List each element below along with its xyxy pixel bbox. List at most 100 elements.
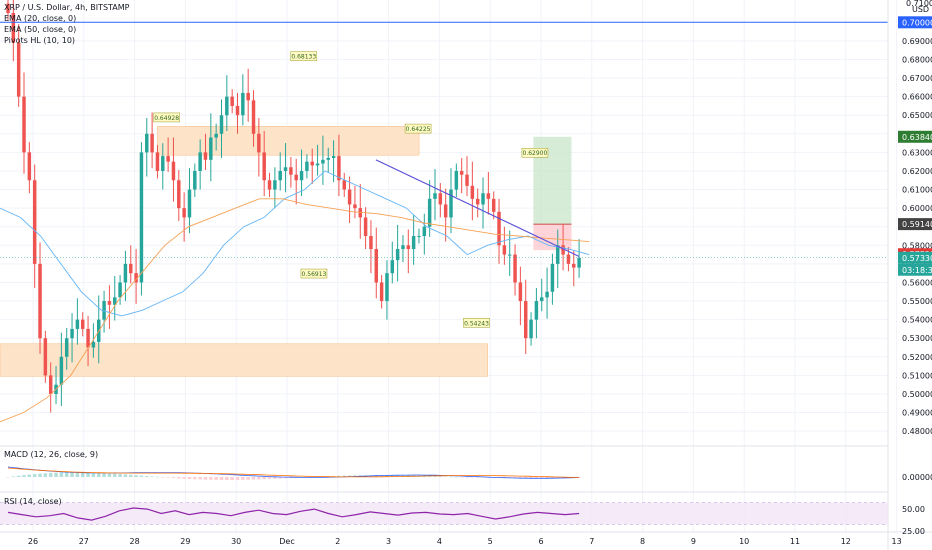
macd-histogram-bar [113,473,117,477]
macd-histogram-bar [145,476,149,477]
price-tick-label: 0.48000 [902,427,932,436]
price-tick-label: 0.58000 [902,241,932,250]
macd-histogram-bar [155,476,160,478]
candle-body [507,254,512,256]
candle-body [310,161,314,166]
price-tick-label: 0.63000 [902,148,932,157]
candle-body [203,152,208,160]
macd-histogram-bar [75,472,80,477]
price-tags: 0.700000.638400.591400.575200.5733003:18… [0,16,932,276]
candle-body [80,319,85,329]
target-price-tag: 0.63840 [902,133,932,142]
candle-body [251,100,256,134]
macd-histogram-bar [22,475,26,477]
macd-histogram-bar [11,476,16,477]
macd-histogram-bar [214,477,218,480]
macd-histogram-bar [16,475,21,477]
macd-histogram-bar [38,473,42,477]
candle-body [209,137,213,160]
price-tick-label: 0.54000 [902,316,932,325]
pivot-high-label: 0.62900 [523,150,548,157]
macd-histogram-bar [379,475,384,477]
macd-histogram-bar [187,477,192,480]
time-tick-label: 9 [691,537,696,546]
candle-body [556,245,560,264]
time-tick-label: 28 [130,537,140,546]
macd-histogram-bar [225,477,229,480]
time-tick-label: 29 [180,537,190,546]
price-tick-label: 0.66000 [902,93,932,102]
descending-trendline[interactable] [375,159,580,257]
candle-body [497,211,501,246]
candle-body [166,156,170,162]
candle-body [38,263,42,339]
candlestick-series [6,0,581,413]
candle-body [353,204,357,209]
pivot-high-label-box [153,112,180,123]
macd-histogram-bar [443,476,448,478]
rsi-band [0,502,888,525]
pivot-high-label-box [521,147,549,158]
candle-body [299,170,304,181]
candle-body [443,204,448,218]
macd-histogram-bar [390,475,395,477]
ema20-line [0,170,590,317]
candle-body [193,170,197,190]
time-axis[interactable]: 26 27 28 29 30 Dec 2 3 4 5 6 7 8 9 10 11 12 13 [28,537,902,546]
pivots-legend[interactable]: Pivots HL (10, 10) [4,36,76,45]
candle-body [118,282,122,298]
price-tick-label: 0.62000 [902,167,932,176]
candle-body [6,3,10,14]
rsi-legend[interactable]: RSI (14, close) [4,497,62,506]
candle-body [326,157,330,160]
time-tick-label: 8 [640,537,645,546]
macd-histogram-bar [64,472,69,477]
macd-histogram-bar [465,477,469,478]
candle-body [267,180,272,190]
pivot-low-label: 0.54243 [464,320,489,327]
macd-histogram-bar [209,477,213,480]
macd-histogram-bar [161,477,165,478]
candle-body [374,249,379,283]
macd-histogram-bar [246,477,250,480]
candle-body [417,236,421,238]
macd-histogram-bar [139,475,144,477]
time-tick-label: 7 [589,537,594,546]
ema50-legend[interactable]: EMA (50, close, 0) [4,25,77,34]
countdown-box [898,263,932,276]
macd-histogram-bar [129,474,133,477]
macd-histogram-bar [59,472,64,477]
macd-legend[interactable]: MACD (12, 26, close, 9) [4,450,99,459]
candle-body [278,170,282,181]
price-tick-label: 0.56000 [902,278,932,287]
candle-body [438,193,443,205]
price-axis[interactable]: 0.690000.680000.670000.660000.650000.640… [902,0,932,436]
symbol-legend[interactable]: XRP / U.S. Dollar, 4h, BITSTAMP [4,3,130,12]
candle-body [22,96,26,153]
macd-histogram-bar [438,476,443,477]
ema20-legend[interactable]: EMA (20, close, 0) [4,14,77,23]
candle-body [363,217,368,237]
macd-histogram-bar [230,477,234,480]
candle-body [427,198,432,227]
support-zone [0,343,488,377]
candle-body [395,249,400,261]
candle-body [406,245,411,250]
macd-histogram-bar [150,476,154,477]
candle-body [59,356,64,385]
macd-signal-line [7,467,580,478]
candle-body [225,96,229,116]
macd-histogram-bar [459,477,464,478]
candle-body [187,189,192,218]
hline-price-tag-box [898,16,932,29]
candle-body [459,170,464,175]
macd-histogram-bar [166,477,170,478]
candle-body [315,163,320,166]
macd-histogram-bar [342,475,346,477]
candle-body [48,375,53,394]
macd-histogram-bar [171,477,176,479]
rsi-tick-50: 50.00 [902,505,925,514]
candle-body [545,291,549,298]
grid-lines [0,0,898,532]
